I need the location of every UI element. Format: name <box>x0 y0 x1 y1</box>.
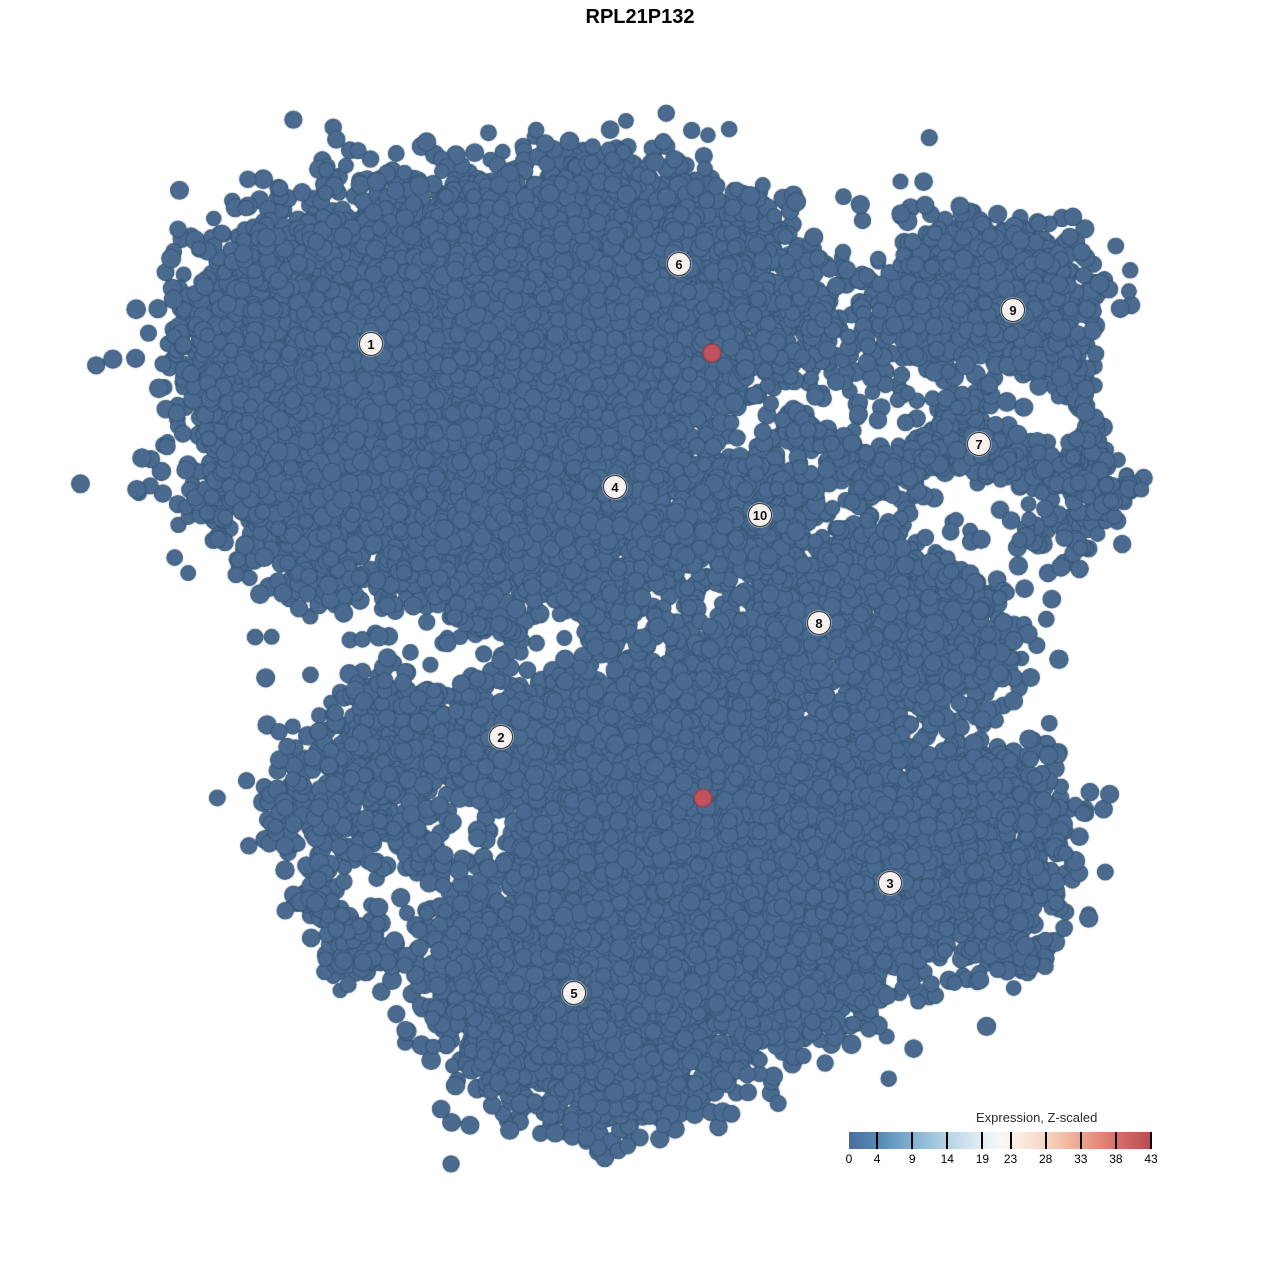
legend-tick-label: 33 <box>1074 1152 1088 1166</box>
expression-legend: Expression, Z-scaled 0 4 9 14 19 23 28 33 38 43 <box>845 1110 1158 1174</box>
legend-tick-label: 38 <box>1109 1152 1123 1166</box>
legend-tick-label: 4 <box>873 1152 881 1166</box>
cluster-label-10: 10 <box>748 503 772 527</box>
cluster-label-5: 5 <box>562 981 586 1005</box>
legend-tick-label: 43 <box>1144 1152 1158 1166</box>
cluster-label-9: 9 <box>1001 298 1025 322</box>
legend-tick-label: 0 <box>845 1152 853 1166</box>
cluster-label-8: 8 <box>807 611 831 635</box>
legend-tick-label: 28 <box>1038 1152 1053 1166</box>
legend-tick-mark <box>1150 1132 1152 1149</box>
legend-tick-label: 23 <box>1003 1152 1018 1166</box>
legend-tick-label: 9 <box>908 1152 916 1166</box>
legend-title: Expression, Z-scaled <box>976 1110 1098 1125</box>
legend-tick-mark <box>1079 1132 1082 1149</box>
cluster-label-6: 6 <box>667 252 691 276</box>
cluster-label-2: 2 <box>489 725 513 749</box>
legend-tick-mark <box>1114 1132 1117 1149</box>
legend-tick-mark <box>1009 1132 1012 1149</box>
cluster-label-4: 4 <box>603 475 627 499</box>
legend-tick-mark <box>946 1132 949 1149</box>
legend-tick-mark <box>876 1132 879 1149</box>
legend-tick-label: 19 <box>975 1152 990 1166</box>
legend-colorbar <box>849 1132 1151 1149</box>
cluster-label-1: 1 <box>359 332 383 356</box>
legend-tick-mark <box>981 1132 984 1149</box>
cluster-label-3: 3 <box>878 871 902 895</box>
legend-tick-mark <box>911 1132 914 1149</box>
legend-tick-mark <box>1044 1132 1047 1149</box>
cluster-label-7: 7 <box>967 432 991 456</box>
legend-tick-label: 14 <box>940 1152 954 1166</box>
